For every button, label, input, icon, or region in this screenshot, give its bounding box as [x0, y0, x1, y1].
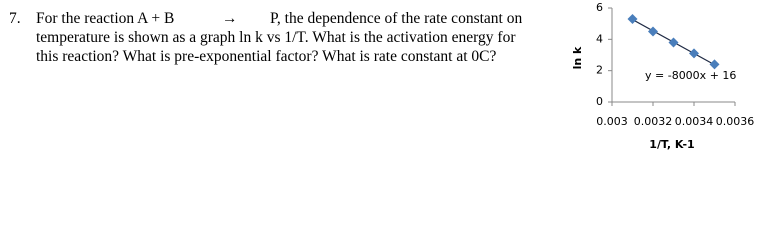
question-text: For the reaction A + B	[36, 10, 175, 27]
y-tick-label: 4	[596, 32, 603, 45]
data-point	[627, 13, 638, 24]
question-text: this reaction? What is pre-exponential f…	[36, 48, 497, 65]
x-tick-label: 0.0032	[634, 115, 673, 128]
question-text: P, the dependence of the rate constant o…	[270, 10, 523, 27]
x-tick-label: 0.003	[596, 115, 628, 128]
x-axis-label: 1/T, K-1	[649, 138, 694, 151]
chart: ln k 1/T, K-1 y = -8000x + 16 0 2 4 6 0.003 0…	[571, 1, 755, 151]
data-point	[689, 48, 699, 59]
y-tick-label: 2	[596, 64, 603, 77]
x-tick-label: 0.0036	[716, 115, 755, 128]
y-tick-label: 6	[596, 1, 603, 14]
question-number: 7.	[9, 10, 21, 27]
question-text: temperature is shown as a graph ln k vs …	[36, 29, 516, 46]
data-point	[668, 37, 679, 48]
trendline-equation: y = -8000x + 16	[645, 69, 736, 82]
y-axis-label: ln k	[571, 46, 584, 69]
data-point	[648, 26, 658, 37]
reaction-arrow: →	[222, 10, 238, 27]
y-tick-label: 0	[596, 95, 603, 108]
data-point	[709, 59, 720, 70]
page: 7. For the reaction A + B → P, the depen…	[9, 1, 755, 151]
x-tick-label: 0.0034	[675, 115, 714, 128]
